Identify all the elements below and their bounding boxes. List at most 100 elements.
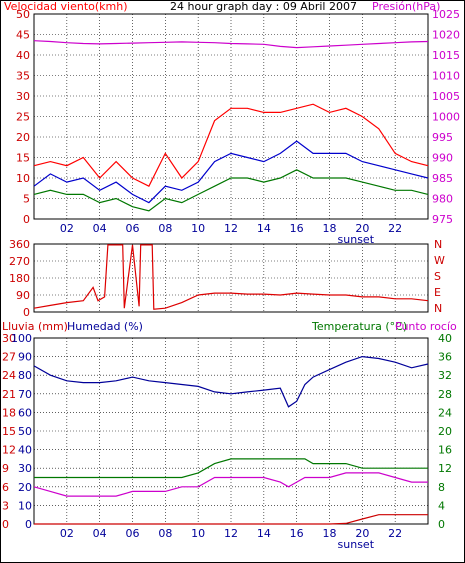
climate-x-tick-label: 18 xyxy=(323,527,337,540)
wind-y-tick-label: 30 xyxy=(16,90,30,103)
direction-y-tick-label: 360 xyxy=(9,238,30,251)
rain-y-tick-label: 3 xyxy=(2,499,9,512)
wind-average-line xyxy=(33,140,429,204)
temperature-y2-tick-label: 28 xyxy=(438,388,452,401)
temperature-y2-tick-label: 8 xyxy=(438,481,445,494)
climate-x-tick-label: 08 xyxy=(158,527,172,540)
rain-y-tick-label: 6 xyxy=(2,481,9,494)
pressure-y2-tick-label: 975 xyxy=(432,213,453,226)
wind-x-tick-label: 18 xyxy=(323,222,337,235)
rain-y-tick-label: 24 xyxy=(2,369,16,382)
direction-line xyxy=(33,244,429,310)
climate-x-tick-label: 04 xyxy=(93,527,107,540)
direction-y-tick-label: 270 xyxy=(9,255,30,268)
climate-x-tick-label: 02 xyxy=(60,527,74,540)
wind-title: Velocidad viento(kmh) xyxy=(4,0,128,13)
humidity-y-tick-label: 20 xyxy=(18,481,32,494)
wind-y-tick-label: 45 xyxy=(16,29,30,42)
pressure-y2-tick-label: 995 xyxy=(432,131,453,144)
humidity-y-tick-label: 10 xyxy=(18,499,32,512)
pressure-y2-tick-label: 1025 xyxy=(432,8,460,21)
climate-x-tick-label: 14 xyxy=(257,527,271,540)
rain-y-tick-label: 27 xyxy=(2,351,16,364)
pressure-y2-tick-label: 1010 xyxy=(432,70,460,83)
pressure-y2-tick-label: 1015 xyxy=(432,49,460,62)
rain-y-tick-label: 9 xyxy=(2,462,9,475)
rain-y-tick-label: 15 xyxy=(2,425,16,438)
rain-title: Lluvia (mm) xyxy=(2,320,68,333)
humidity-y-tick-label: 0 xyxy=(25,518,32,531)
pressure-y2-tick-label: 1020 xyxy=(432,29,460,42)
wind-y-tick-label: 0 xyxy=(23,213,30,226)
dir-letter-s: S xyxy=(434,270,441,283)
dewpoint-title: Punto rocío xyxy=(395,320,457,333)
temperature-y2-tick-label: 36 xyxy=(438,351,452,364)
pressure-y2-tick-label: 985 xyxy=(432,172,453,185)
graph-title: 24 hour graph day : 09 Abril 2007 xyxy=(170,0,357,13)
dir-letter-w: W xyxy=(434,254,445,267)
wind-x-tick-label: 22 xyxy=(388,222,402,235)
humidity-title: Humedad (%) xyxy=(67,320,143,333)
temperature-y2-tick-label: 12 xyxy=(438,462,452,475)
wind-gust-line xyxy=(33,103,429,188)
wind-x-tick-label: 10 xyxy=(191,222,205,235)
wind-y-tick-label: 10 xyxy=(16,172,30,185)
wind-x-tick-label: 16 xyxy=(290,222,304,235)
temperature-y2-tick-label: 24 xyxy=(438,406,452,419)
climate-sunset-label: sunset xyxy=(338,538,375,551)
wind-y-tick-label: 40 xyxy=(16,49,30,62)
dir-letter-e: E xyxy=(434,286,441,299)
humidity-y-tick-label: 40 xyxy=(18,444,32,457)
temperature-y2-tick-label: 16 xyxy=(438,444,452,457)
wind-y-tick-label: 35 xyxy=(16,70,30,83)
rain-y-tick-label: 21 xyxy=(2,388,16,401)
humidity-y-tick-label: 90 xyxy=(18,351,32,364)
wind-y-tick-label: 15 xyxy=(16,152,30,165)
dir-letter-n-bottom: N xyxy=(434,302,442,315)
temperature-y2-tick-label: 0 xyxy=(438,518,445,531)
rain-y-tick-label: 18 xyxy=(2,406,16,419)
humidity-y-tick-label: 50 xyxy=(18,425,32,438)
wind-x-tick-label: 20 xyxy=(355,222,369,235)
pressure-y2-tick-label: 1005 xyxy=(432,90,460,103)
wind-speed-line xyxy=(33,169,429,212)
wind-y-tick-label: 20 xyxy=(16,131,30,144)
temperature-y2-tick-label: 4 xyxy=(438,499,445,512)
wind-x-tick-label: 14 xyxy=(257,222,271,235)
wind-x-tick-label: 12 xyxy=(224,222,238,235)
pressure-y2-tick-label: 990 xyxy=(432,152,453,165)
wind-y-tick-label: 5 xyxy=(23,193,30,206)
temperature-title: Temperatura (°C) xyxy=(311,320,407,333)
humidity-y-tick-label: 70 xyxy=(18,388,32,401)
humidity-y-tick-label: 60 xyxy=(18,406,32,419)
temperature-y2-tick-label: 32 xyxy=(438,369,452,382)
humidity-y-tick-label: 30 xyxy=(18,462,32,475)
wind-y-tick-label: 50 xyxy=(16,8,30,21)
climate-x-tick-label: 16 xyxy=(290,527,304,540)
wind-y-tick-label: 25 xyxy=(16,111,30,124)
direction-y-tick-label: 180 xyxy=(9,272,30,285)
pressure-line xyxy=(33,40,429,49)
wind-x-tick-label: 08 xyxy=(158,222,172,235)
humidity-line xyxy=(33,355,429,408)
climate-x-tick-label: 12 xyxy=(224,527,238,540)
dewpoint-line xyxy=(33,472,428,497)
wind-x-tick-label: 02 xyxy=(60,222,74,235)
climate-x-tick-label: 20 xyxy=(355,527,369,540)
climate-x-tick-label: 22 xyxy=(388,527,402,540)
climate-x-tick-label: 06 xyxy=(126,527,140,540)
humidity-y-tick-label: 80 xyxy=(18,369,32,382)
wind-x-tick-label: 04 xyxy=(93,222,107,235)
dir-letter-n-top: N xyxy=(434,238,442,251)
direction-y-tick-label: 0 xyxy=(23,306,30,319)
rain-y-tick-label: 0 xyxy=(2,518,9,531)
temperature-line xyxy=(34,458,428,479)
rain-line xyxy=(34,514,428,525)
rain-y-tick-label: 30 xyxy=(2,332,16,345)
rain-y-tick-label: 12 xyxy=(2,444,16,457)
wind-sunset-label: sunset xyxy=(338,233,375,246)
pressure-y2-tick-label: 1000 xyxy=(432,111,460,124)
wind-x-tick-label: 06 xyxy=(126,222,140,235)
pressure-title: Presión(hPa) xyxy=(372,0,440,13)
